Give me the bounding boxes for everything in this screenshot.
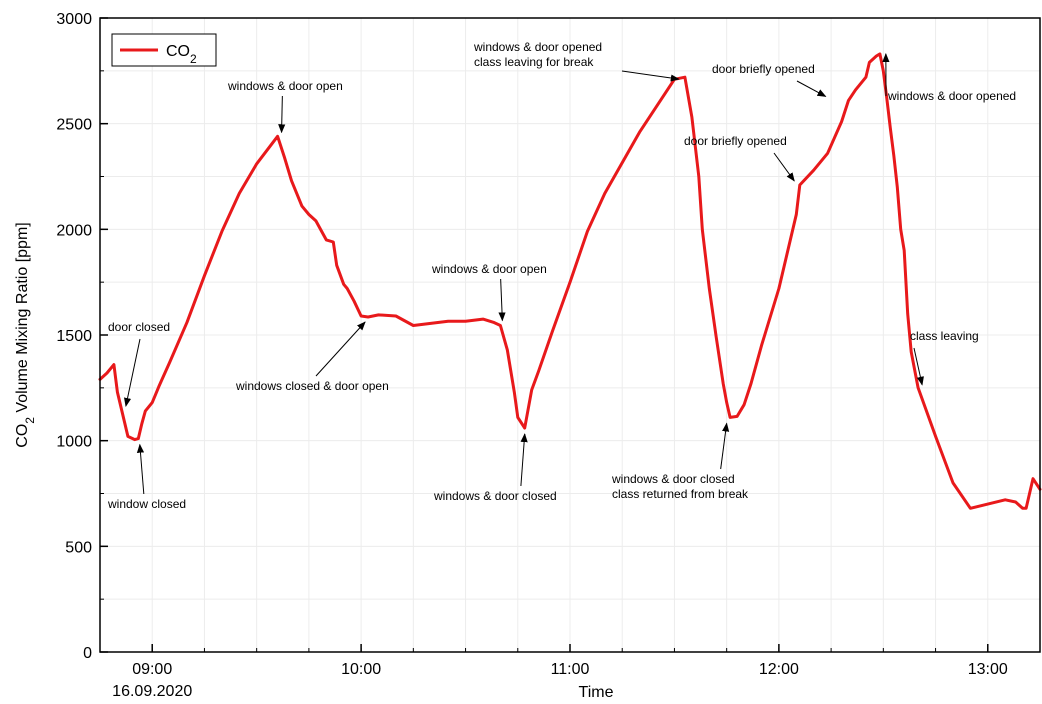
annotation-arrow: [498, 278, 506, 322]
annotation-arrow: [621, 70, 680, 82]
annotation-arrow: [520, 433, 528, 487]
annotation-text: windows & door open: [431, 262, 547, 276]
annotation: window closed: [107, 443, 186, 511]
annotation-text: windows & door closed: [611, 472, 735, 486]
grid-lines: [99, 17, 1041, 653]
annotation-arrow: [278, 95, 286, 134]
x-axis-title: Time: [579, 684, 614, 701]
annotation: windows & door open: [227, 79, 343, 134]
y-tick-label: 1500: [56, 328, 92, 345]
legend-label: CO2: [166, 43, 197, 66]
annotation-text: class leaving for break: [474, 55, 594, 69]
x-tick-label: 12:00: [759, 661, 799, 678]
annotation-arrow: [124, 338, 141, 407]
x-tick-label: 13:00: [968, 661, 1008, 678]
annotation-text: windows & door open: [227, 79, 343, 93]
annotation: door briefly opened: [684, 134, 795, 182]
annotation-text: door briefly opened: [712, 62, 815, 76]
annotation: windows & door open: [431, 262, 547, 322]
annotation-text: door briefly opened: [684, 134, 787, 148]
annotation: windows & door opened: [882, 53, 1016, 103]
annotation-arrow: [136, 443, 145, 495]
y-tick-label: 2000: [56, 222, 92, 239]
data-layer: [98, 52, 1042, 510]
annotation-arrow: [315, 321, 366, 377]
annotation-text: class leaving: [910, 329, 979, 343]
annotation-arrow: [796, 80, 827, 97]
date-label: 16.09.2020: [112, 683, 192, 700]
y-axis-title: CO2 Volume Mixing Ratio [ppm]: [14, 222, 37, 447]
annotation: class leaving: [910, 329, 979, 386]
y-tick-label: 500: [65, 539, 92, 556]
series-line-co2: [98, 52, 1042, 510]
x-tick-label: 10:00: [341, 661, 381, 678]
annotation: windows & door closed: [433, 433, 557, 503]
annotation-text: windows & door opened: [473, 40, 602, 54]
annotation-arrow: [913, 347, 924, 386]
annotation: windows closed & door open: [235, 321, 389, 393]
annotations: door closed window closed windows & door o…: [107, 40, 1016, 511]
y-tick-label: 1000: [56, 434, 92, 451]
annotation-text: class returned from break: [612, 487, 749, 501]
x-tick-label: 09:00: [132, 661, 172, 678]
annotation: door briefly opened: [712, 62, 827, 97]
annotation-text: windows closed & door open: [235, 379, 389, 393]
y-tick-label: 0: [83, 645, 92, 662]
annotation: door closed: [108, 320, 170, 407]
legend: CO2: [111, 33, 217, 67]
y-tick-label: 3000: [56, 11, 92, 28]
annotation-arrow: [720, 422, 730, 470]
axes: 0 500 1000 1500 2000 2500 3000 09:00 10:00 11:00 1…: [14, 11, 1041, 701]
annotation-text: door closed: [108, 320, 170, 334]
x-tick-label: 11:00: [551, 661, 590, 678]
y-tick-label: 2500: [56, 117, 92, 134]
annotation-arrow: [773, 152, 795, 182]
annotation-text: window closed: [107, 497, 186, 511]
annotation-text: windows & door closed: [433, 489, 557, 503]
annotation-text: windows & door opened: [887, 89, 1016, 103]
